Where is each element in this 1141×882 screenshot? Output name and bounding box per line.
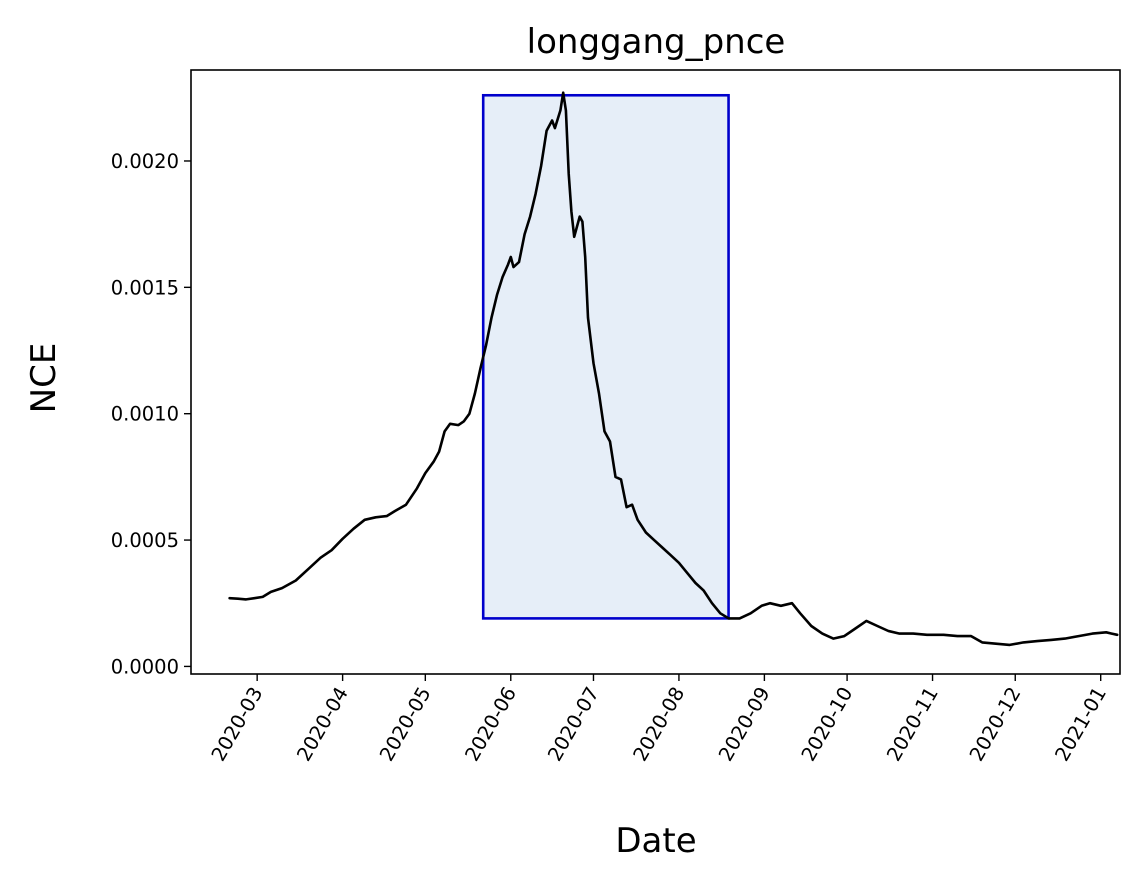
x-tick-label: 2020-09 (714, 683, 775, 765)
highlight-layer (481, 93, 730, 620)
y-axis: 0.0000 0.0005 0.0010 0.0015 0.0020 (111, 150, 191, 678)
x-axis: 2020-03 2020-04 2020-05 2020-06 2020-07 2020-… (207, 674, 1111, 765)
x-axis-label: Date (615, 821, 696, 861)
x-tick-label: 2020-06 (460, 683, 521, 765)
chart-title: longgang_pnce (527, 22, 786, 62)
series-line (228, 91, 1119, 647)
x-tick-label: 2021-01 (1050, 683, 1111, 765)
x-tick-label: 2020-07 (543, 683, 604, 765)
highlight-box (481, 93, 730, 620)
x-tick-label: 2020-10 (797, 683, 858, 765)
x-tick-label: 2020-08 (629, 683, 690, 765)
y-tick-label: 0.0010 (111, 403, 179, 426)
x-tick-label: 2020-12 (965, 683, 1026, 765)
series-layer (228, 91, 1119, 647)
x-tick-label: 2020-05 (375, 683, 436, 765)
x-tick-label: 2020-04 (292, 683, 353, 765)
y-axis-label: NCE (24, 343, 64, 414)
y-tick-label: 0.0000 (111, 655, 179, 678)
plot-frame (190, 69, 1121, 675)
x-tick-label: 2020-11 (882, 683, 943, 765)
y-tick-label: 0.0005 (111, 529, 179, 552)
y-tick-label: 0.0020 (111, 150, 179, 173)
x-tick-label: 2020-03 (207, 683, 268, 765)
y-tick-label: 0.0015 (111, 276, 179, 299)
